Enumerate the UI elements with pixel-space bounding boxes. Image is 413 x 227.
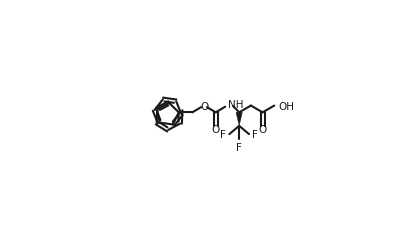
Text: F: F <box>236 142 242 152</box>
Text: OH: OH <box>278 101 294 111</box>
Text: NH: NH <box>228 99 243 109</box>
Text: O: O <box>211 124 219 134</box>
Text: O: O <box>258 124 266 134</box>
Text: F: F <box>220 130 225 139</box>
Text: F: F <box>252 130 257 139</box>
Polygon shape <box>235 113 242 126</box>
Text: O: O <box>199 101 208 111</box>
